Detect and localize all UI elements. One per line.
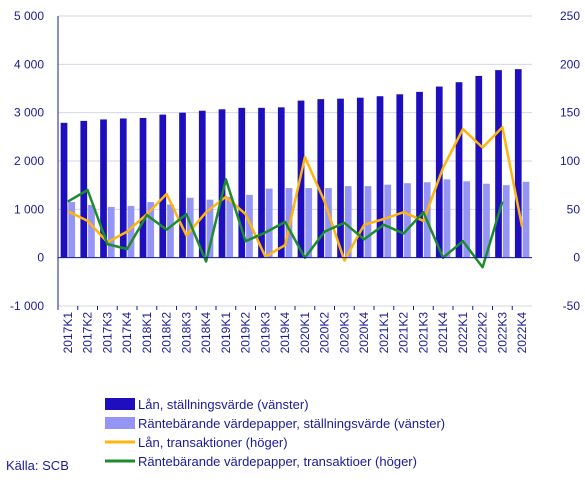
x-tick-label: 2020K4	[357, 312, 371, 354]
bar-vardepapper-stallning	[88, 204, 95, 258]
bar-vardepapper-stallning	[226, 196, 234, 258]
bar-lan-stallning	[159, 114, 167, 258]
axes: -1 000 0 1 000 2 000 3 000 4 000 5 000 -50 0 50 10…	[10, 9, 580, 353]
legend: Lån, ställningsvärde (vänster) Räntebäran…	[105, 397, 445, 469]
legend-label: Lån, ställningsvärde (vänster)	[138, 397, 309, 412]
bar-lan-stallning	[80, 120, 88, 258]
bar-vardepapper-stallning	[483, 183, 490, 258]
bar-lan-stallning	[317, 99, 325, 258]
x-tick-label: 2022K3	[495, 312, 509, 354]
bar-lan-stallning	[475, 75, 483, 258]
bar-vardepapper-stallning	[186, 197, 194, 258]
bar-lan-stallning	[198, 110, 206, 258]
x-tick-label: 2017K3	[100, 312, 114, 354]
x-tick-label: 2018K4	[199, 312, 213, 354]
legend-label: Räntebärande värdepapper, transaktioer (…	[138, 454, 417, 469]
bar-lan-stallning	[258, 107, 265, 258]
legend-swatch	[105, 398, 135, 410]
bar-vardepapper-stallning	[68, 202, 76, 258]
bar-lan-stallning	[139, 117, 147, 258]
line-vardepapper-transaktioner	[67, 178, 504, 269]
x-tick-label: 2021K1	[377, 312, 391, 354]
bar-lan-stallning	[179, 112, 186, 258]
source-text: Källa: SCB	[6, 458, 69, 473]
bar-lan-stallning	[435, 86, 443, 258]
y-right-tick-label: 100	[560, 154, 580, 168]
bar-vardepapper-stallning	[522, 181, 530, 258]
bar-vardepapper-stallning	[265, 188, 273, 258]
bar-vardepapper-stallning	[463, 181, 471, 258]
bar-lan-stallning	[514, 69, 522, 258]
bar-vardepapper-stallning	[404, 183, 411, 258]
bar-vardepapper-stallning	[325, 188, 332, 258]
y-left-tick-label: 4 000	[14, 57, 44, 71]
y-right-tick-label: 50	[567, 202, 581, 216]
series-lines	[67, 125, 524, 269]
x-tick-label: 2021K3	[416, 312, 430, 354]
bar-lan-stallning	[100, 119, 107, 258]
y-left-tick-label: 0	[37, 251, 44, 265]
y-left-tick-label: 5 000	[14, 9, 44, 23]
bar-vardepapper-stallning	[127, 205, 135, 258]
bar-lan-stallning	[119, 118, 127, 258]
x-tick-label: 2017K4	[120, 312, 134, 354]
x-tick-label: 2022K2	[476, 312, 490, 354]
bar-lan-stallning	[396, 94, 404, 258]
y-right-tick-label: 200	[560, 57, 580, 71]
x-tick-label: 2020K1	[298, 312, 312, 354]
x-tick-label: 2022K1	[456, 312, 470, 354]
x-tick-label: 2018K3	[179, 312, 193, 354]
x-tick-label: 2018K2	[160, 312, 174, 354]
bar-vardepapper-stallning	[147, 202, 155, 258]
y-left-tick-label: -1 000	[10, 299, 44, 313]
bar-lan-stallning	[356, 97, 364, 258]
bar-vardepapper-stallning	[502, 185, 510, 258]
bar-vardepapper-stallning	[206, 199, 214, 258]
y-right-tick-label: -50	[563, 299, 581, 313]
bar-vardepapper-stallning	[344, 186, 352, 258]
line-lan-transaktioner	[67, 125, 524, 262]
y-right-tick-label: 150	[560, 106, 580, 120]
bar-lan-stallning	[495, 70, 502, 258]
bar-lan-stallning	[416, 91, 423, 258]
legend-label: Räntebärande värdepapper, ställningsvärd…	[138, 416, 445, 431]
y-right-tick-label: 0	[573, 251, 580, 265]
bar-lan-stallning	[238, 107, 246, 258]
bar-vardepapper-stallning	[443, 179, 451, 258]
bar-lan-stallning	[455, 82, 463, 258]
legend-swatch	[105, 417, 135, 429]
bar-vardepapper-stallning	[246, 194, 253, 258]
bar-lan-stallning	[277, 107, 285, 258]
bar-lan-stallning	[337, 98, 344, 258]
x-tick-label: 2019K1	[219, 312, 233, 354]
x-tick-label: 2021K4	[436, 312, 450, 354]
bar-vardepapper-stallning	[364, 186, 372, 258]
bar-lan-stallning	[376, 96, 384, 258]
x-tick-label: 2019K3	[258, 312, 272, 354]
y-left-tick-label: 3 000	[14, 106, 44, 120]
x-tick-label: 2017K1	[61, 312, 75, 354]
x-tick-label: 2020K2	[318, 312, 332, 354]
bar-vardepapper-stallning	[384, 184, 392, 258]
x-tick-label: 2018K1	[140, 312, 154, 354]
legend-label: Lån, transaktioner (höger)	[138, 435, 288, 450]
x-tick-label: 2021K2	[397, 312, 411, 354]
x-tick-label: 2017K2	[81, 312, 95, 354]
y-left-tick-label: 2 000	[14, 154, 44, 168]
x-tick-label: 2019K4	[278, 312, 292, 354]
bar-lan-stallning	[218, 109, 226, 258]
bar-vardepapper-stallning	[305, 188, 313, 258]
x-tick-label: 2022K4	[515, 312, 529, 354]
x-tick-label: 2020K3	[337, 312, 351, 354]
bar-vardepapper-stallning	[107, 206, 115, 258]
bar-vardepapper-stallning	[167, 204, 174, 258]
y-right-tick-label: 250	[560, 9, 580, 23]
x-tick-label: 2019K2	[239, 312, 253, 354]
y-left-tick-label: 1 000	[14, 202, 44, 216]
bar-lan-stallning	[60, 122, 68, 258]
